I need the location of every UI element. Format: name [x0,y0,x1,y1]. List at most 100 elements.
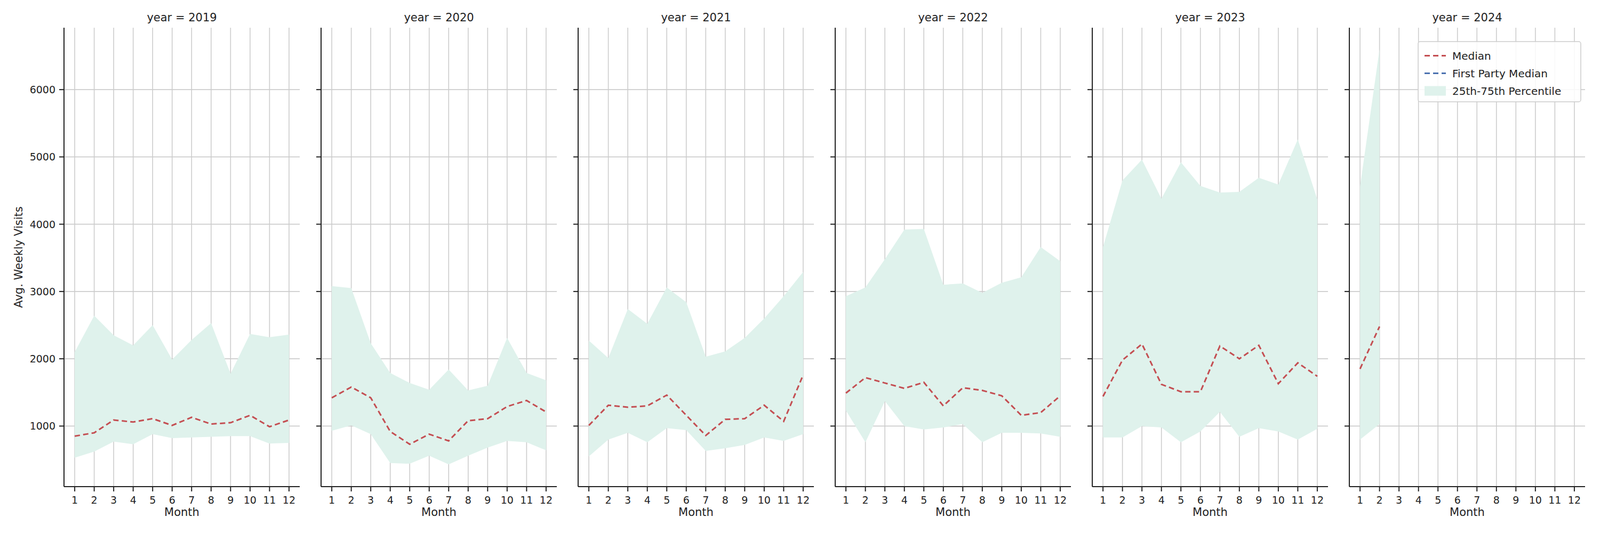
x-tick [1258,486,1260,492]
x-tick [1496,486,1498,492]
y-tick [316,291,322,293]
grid-line [1349,358,1586,360]
y-tick [1344,156,1350,158]
grid-line [835,89,1071,91]
x-tick-label: 6 [426,494,433,507]
y-tick [59,425,64,427]
x-tick [249,486,251,492]
x-axis-label: Month [935,506,971,519]
x-axis-label: Month [678,506,714,519]
x-tick [350,486,352,492]
grid-line [578,224,814,226]
x-tick [763,486,765,492]
x-tick-label: 8 [1236,494,1243,507]
x-tick-label: 4 [1415,494,1422,507]
y-tick [1344,425,1350,427]
grid-line [845,27,847,487]
x-tick-label: 7 [702,494,709,507]
x-tick [113,486,115,492]
y-axis-line [1348,27,1350,487]
x-axis-label: Month [1192,506,1228,519]
y-tick [830,358,836,360]
plot-area [74,315,290,458]
x-tick [1161,486,1163,492]
y-tick [59,224,64,226]
x-tick [627,486,629,492]
y-tick-label: 5000 [29,150,56,163]
grid-line [835,224,1071,226]
percentile-band [74,315,290,458]
x-tick [962,486,964,492]
x-tick [1534,486,1536,492]
x-tick [608,486,610,492]
median-line [845,377,1061,416]
panel-title: year = 2022 [917,11,988,24]
x-tick [331,486,333,492]
x-tick-label: 10 [757,494,771,507]
grid-line [578,291,814,293]
x-tick-label: 8 [1493,494,1500,507]
y-tick [573,425,579,427]
x-tick-label: 6 [1454,494,1461,507]
panel: 123456789101112year = 2021Month [573,11,814,519]
x-tick-label: 3 [367,494,374,507]
legend-label: 25th-75th Percentile [1452,84,1562,98]
x-tick-label: 9 [998,494,1005,507]
x-tick-label: 10 [1014,494,1028,507]
y-tick [1344,224,1350,226]
x-tick-label: 11 [1034,494,1047,507]
x-tick [1219,486,1221,492]
x-tick [1379,486,1381,492]
x-tick [646,486,648,492]
y-tick-label: 6000 [29,83,56,96]
x-tick-label: 7 [188,494,195,507]
panel: 123456789101112year = 2024MonthMedianFir… [1344,11,1586,519]
x-tick [370,486,372,492]
x-tick [171,486,173,492]
x-tick [1040,486,1042,492]
y-tick [573,224,579,226]
x-tick-label: 3 [1138,494,1146,507]
y-tick-label: 4000 [29,218,56,231]
x-tick-label: 4 [901,494,908,507]
x-tick [525,486,527,492]
x-tick-label: 11 [1548,494,1562,507]
y-tick [316,425,322,427]
y-tick [573,291,579,293]
y-tick [573,358,579,360]
x-tick [588,486,590,492]
x-tick-label: 2 [862,494,869,507]
x-tick-label: 9 [741,494,748,507]
x-tick-label: 3 [110,494,117,507]
y-tick [59,358,64,360]
y-axis-line [834,27,836,487]
grid-line [578,156,814,158]
y-tick [316,89,322,91]
y-tick [1087,156,1093,158]
x-tick-label: 2 [348,494,355,507]
y-tick-label: 3000 [29,285,56,298]
median-line [74,415,290,437]
x-tick [845,486,847,492]
x-tick-label: 5 [149,494,156,507]
x-tick [744,486,746,492]
y-tick [316,358,322,360]
percentile-band [1360,49,1380,440]
x-tick-label: 7 [445,494,452,507]
y-tick [573,156,579,158]
median-line [588,374,804,436]
x-tick [884,486,886,492]
grid-line [1398,27,1400,487]
panel-title: year = 2024 [1432,11,1502,24]
median-line [1360,326,1380,370]
x-tick [448,486,450,492]
x-tick [1238,486,1240,492]
x-tick [486,486,488,492]
x-tick [74,486,76,492]
x-tick [1102,486,1104,492]
legend-swatch [1424,54,1446,57]
x-tick-label: 11 [520,494,533,507]
x-axis-line [1349,486,1586,488]
grid-line [1092,89,1328,91]
x-tick [865,486,867,492]
